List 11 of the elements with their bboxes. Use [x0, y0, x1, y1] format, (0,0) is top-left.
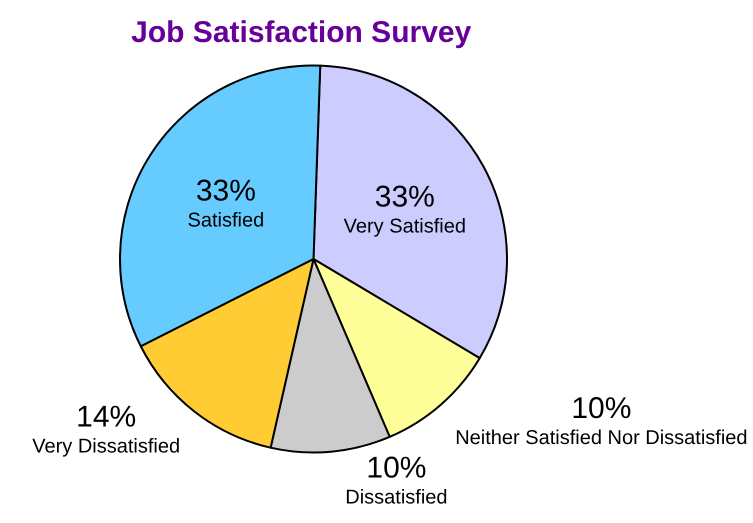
chart-title: Job Satisfaction Survey — [131, 16, 472, 49]
data-label: 33% — [374, 180, 435, 214]
data-label: 10% — [571, 392, 632, 426]
slice-label: Neither Satisfied Nor Dissatisfied — [455, 427, 748, 450]
slice-label: Satisfied — [188, 209, 264, 232]
slice-label: Very Satisfied — [344, 216, 466, 238]
slice-label: Dissatisfied — [345, 486, 448, 508]
data-label: 14% — [76, 400, 136, 434]
slice-label: Very Dissatisfied — [32, 436, 180, 458]
data-label: 33% — [196, 174, 256, 208]
data-label: 10% — [366, 451, 426, 484]
